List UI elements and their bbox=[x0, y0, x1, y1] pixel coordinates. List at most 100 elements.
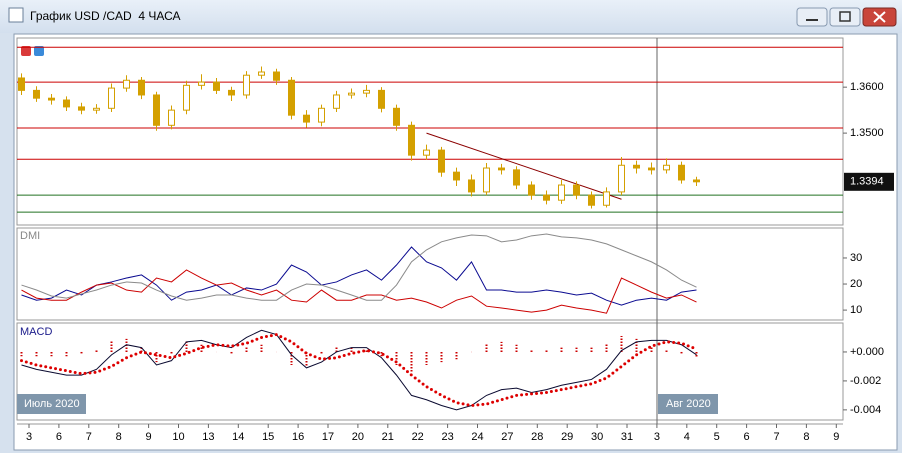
candle-body bbox=[693, 179, 700, 183]
current-price-box bbox=[844, 172, 894, 191]
x-tick-label: 10 bbox=[172, 431, 184, 443]
maximize-button[interactable] bbox=[829, 7, 861, 27]
x-tick-label: 23 bbox=[441, 431, 453, 443]
title-bar bbox=[0, 0, 902, 33]
candle-body bbox=[603, 191, 610, 206]
y-tick-label: 20 bbox=[850, 278, 862, 290]
window-title: График USD /CAD 4 ЧАСА bbox=[30, 9, 181, 23]
candle-body bbox=[468, 179, 475, 193]
candle-body bbox=[198, 81, 205, 86]
candle-body bbox=[528, 184, 535, 196]
candle-body bbox=[543, 194, 550, 201]
x-tick-label: 7 bbox=[86, 431, 92, 443]
candle-body bbox=[93, 107, 100, 111]
candle-body bbox=[498, 167, 505, 171]
candle-body bbox=[258, 71, 265, 76]
candle-body bbox=[33, 89, 40, 99]
candle-body bbox=[423, 149, 430, 156]
y-tick-label: +0.000 bbox=[850, 346, 884, 358]
x-tick-label: 20 bbox=[352, 431, 364, 443]
candle-body bbox=[318, 107, 325, 123]
candle-body bbox=[333, 94, 340, 109]
x-tick-label: 16 bbox=[292, 431, 304, 443]
candle-body bbox=[678, 164, 685, 181]
x-tick-label: 28 bbox=[531, 431, 543, 443]
candle-body bbox=[213, 81, 220, 91]
period-label-box bbox=[658, 394, 718, 414]
candle-body bbox=[78, 106, 85, 111]
x-tick-label: 29 bbox=[561, 431, 573, 443]
candle-body bbox=[288, 79, 295, 116]
x-tick-label: 31 bbox=[621, 431, 633, 443]
x-tick-label: 6 bbox=[744, 431, 750, 443]
y-tick-label: 1.3500 bbox=[850, 127, 884, 139]
x-tick-label: 24 bbox=[471, 431, 483, 443]
current-price-label: 1.3394 bbox=[850, 176, 884, 188]
candle-body bbox=[348, 92, 355, 96]
candle-body bbox=[123, 79, 130, 89]
candle-body bbox=[438, 149, 445, 173]
panel-title: MACD bbox=[20, 326, 52, 338]
macd-panel bbox=[16, 322, 844, 421]
trend-line bbox=[426, 132, 622, 200]
x-tick-label: 22 bbox=[412, 431, 424, 443]
panel-title: DMI bbox=[20, 230, 40, 242]
x-tick-label: 5 bbox=[714, 431, 720, 443]
candle-body bbox=[153, 94, 160, 126]
period-label: Авг 2020 bbox=[666, 398, 711, 410]
x-tick-label: 8 bbox=[803, 431, 809, 443]
candle-body bbox=[63, 99, 70, 108]
y-tick-label: -0.004 bbox=[850, 404, 881, 416]
x-tick-label: 7 bbox=[773, 431, 779, 443]
x-tick-label: 6 bbox=[56, 431, 62, 443]
x-tick-label: 15 bbox=[262, 431, 274, 443]
chart-area bbox=[13, 33, 898, 451]
x-tick-label: 13 bbox=[202, 431, 214, 443]
x-tick-label: 9 bbox=[146, 431, 152, 443]
candle-body bbox=[48, 97, 55, 101]
candle-body bbox=[138, 79, 145, 96]
x-tick-label: 3 bbox=[26, 431, 32, 443]
minimize-button[interactable] bbox=[796, 7, 828, 27]
x-tick-label: 9 bbox=[833, 431, 839, 443]
y-tick-label: 30 bbox=[850, 252, 862, 264]
candle-body bbox=[483, 167, 490, 193]
candle-body bbox=[393, 107, 400, 126]
candle-body bbox=[243, 74, 250, 96]
x-tick-label: 30 bbox=[591, 431, 603, 443]
y-tick-label: 10 bbox=[850, 304, 862, 316]
x-tick-label: 14 bbox=[232, 431, 244, 443]
tool-icon-blue[interactable] bbox=[34, 46, 44, 56]
candle-body bbox=[168, 109, 175, 126]
indicator-line bbox=[21, 246, 697, 306]
indicator-line bbox=[21, 329, 697, 411]
close-icon bbox=[873, 11, 886, 23]
candle-body bbox=[303, 114, 310, 123]
candle-body bbox=[408, 124, 415, 156]
window-icon bbox=[8, 7, 24, 23]
maximize-icon bbox=[839, 11, 851, 22]
x-tick-label: 3 bbox=[654, 431, 660, 443]
candle-body bbox=[558, 184, 565, 201]
x-tick-label: 8 bbox=[116, 431, 122, 443]
candle-body bbox=[273, 71, 280, 81]
candle-body bbox=[573, 184, 580, 196]
indicator-line bbox=[21, 233, 697, 301]
candle-body bbox=[453, 171, 460, 181]
x-tick-label: 27 bbox=[501, 431, 513, 443]
candle-body bbox=[513, 169, 520, 186]
candle-body bbox=[663, 164, 670, 171]
price-panel bbox=[16, 37, 844, 226]
candle-body bbox=[183, 84, 190, 111]
dmi-panel bbox=[16, 227, 844, 321]
x-tick-label: 17 bbox=[322, 431, 334, 443]
y-tick-label: -0.002 bbox=[850, 375, 881, 387]
tool-icon-red[interactable] bbox=[21, 46, 31, 56]
candle-body bbox=[378, 89, 385, 109]
candle-body bbox=[363, 89, 370, 94]
candle-body bbox=[588, 194, 595, 206]
candle-body bbox=[108, 87, 115, 109]
period-label: Июль 2020 bbox=[24, 398, 80, 410]
signal-line bbox=[20, 333, 698, 408]
